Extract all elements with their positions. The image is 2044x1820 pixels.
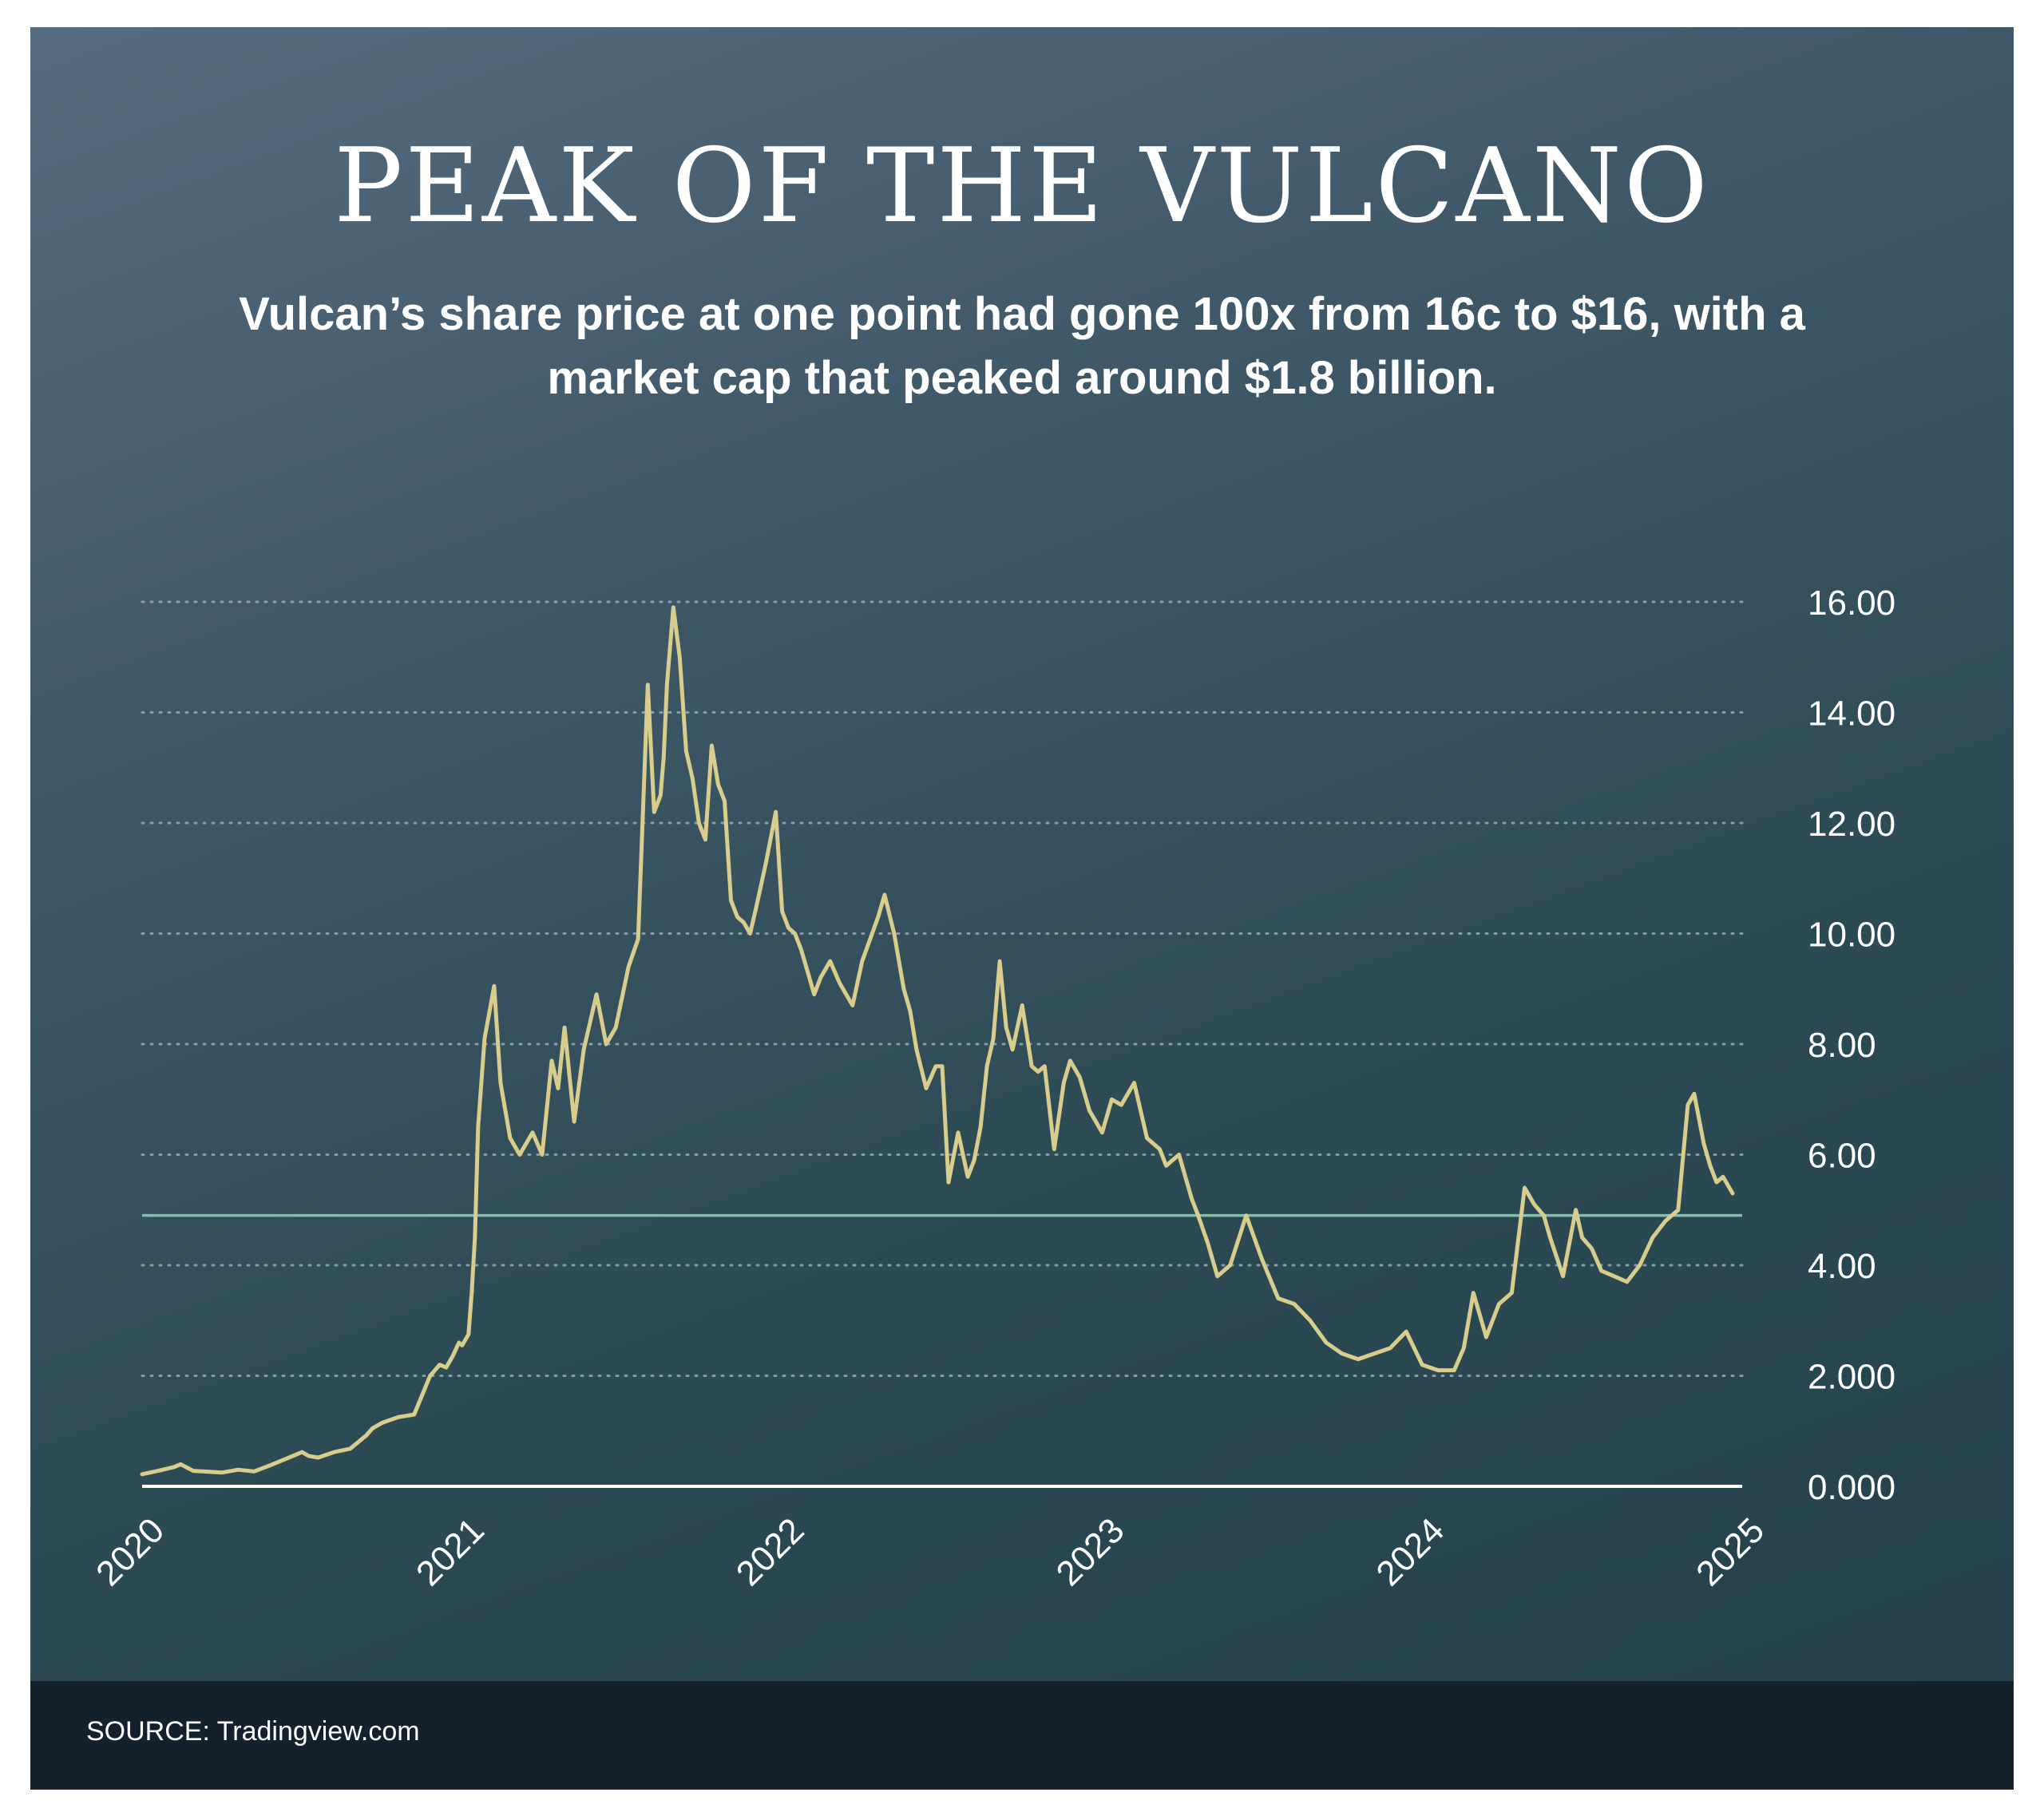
- y-tick-label: 14.00: [1808, 694, 1895, 734]
- y-tick-label: 16.00: [1808, 584, 1895, 623]
- x-tick-label: 2022: [729, 1510, 812, 1593]
- y-tick-label: 0.000: [1808, 1468, 1895, 1507]
- y-tick-label: 4.00: [1808, 1247, 1876, 1286]
- x-tick-label: 2020: [89, 1510, 172, 1593]
- x-tick-label: 2023: [1049, 1510, 1132, 1593]
- footer-bar: SOURCE: Tradingview.com: [30, 1681, 2014, 1790]
- chart-title: PEAK OF THE VULCANO: [334, 127, 1710, 246]
- source-note: SOURCE: Tradingview.com: [86, 1716, 420, 1747]
- chart-card: PEAK OF THE VULCANO Vulcan’s share price…: [30, 27, 2014, 1790]
- line-chart: 0.000 2.000 4.00 6.00 8.00 10.00 12.00 14.00 16.…: [89, 584, 1895, 1593]
- y-tick-label: 10.00: [1808, 916, 1895, 955]
- price-series-line: [140, 605, 1735, 1477]
- y-tick-label: 2.000: [1808, 1358, 1895, 1397]
- x-tick-label: 2024: [1369, 1510, 1452, 1593]
- x-tick-label: 2025: [1689, 1510, 1772, 1593]
- chart-subtitle: Vulcan’s share price at one point had go…: [239, 288, 1805, 404]
- y-tick-label: 6.00: [1808, 1137, 1876, 1176]
- y-tick-label: 8.00: [1808, 1026, 1876, 1065]
- y-tick-label: 12.00: [1808, 805, 1895, 844]
- x-tick-label: 2021: [409, 1510, 492, 1593]
